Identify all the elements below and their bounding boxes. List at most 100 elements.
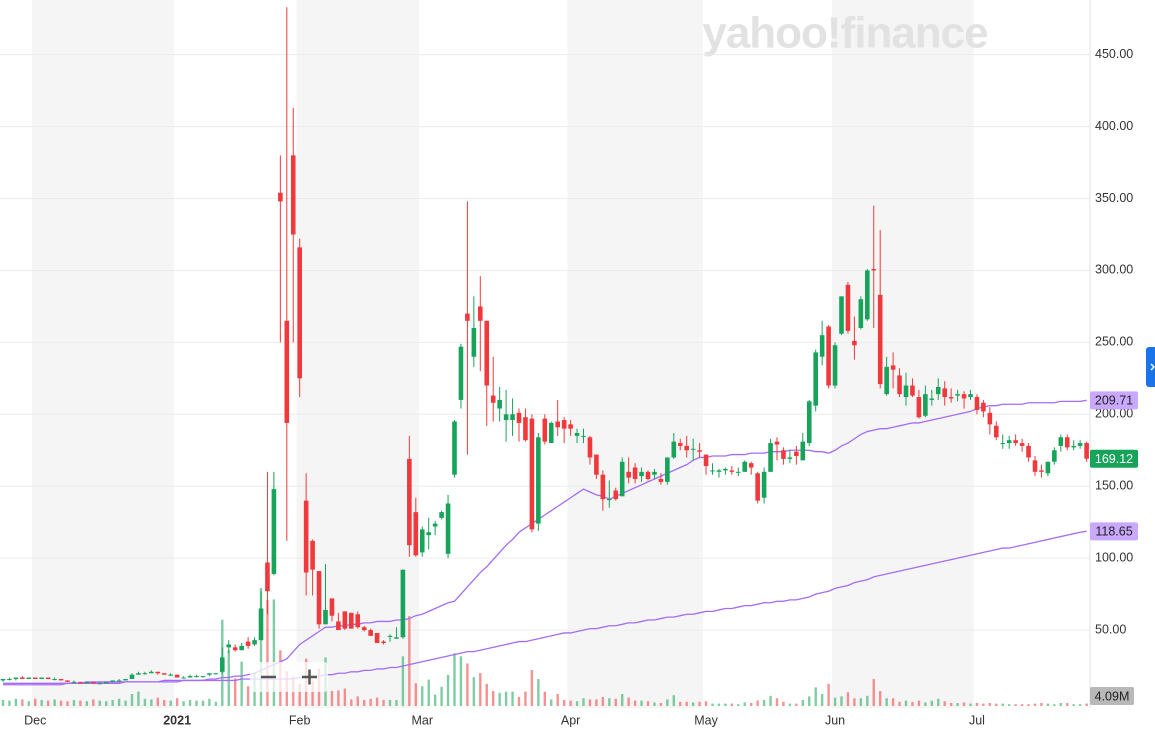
volume-bar bbox=[627, 697, 630, 706]
candle-body bbox=[813, 352, 818, 406]
candle-body bbox=[600, 474, 606, 500]
y-tick-label: 50.00 bbox=[1095, 622, 1126, 636]
candle-body bbox=[755, 473, 760, 501]
flag-label: 169.12 bbox=[1095, 452, 1133, 466]
watermark: yahoo!finance bbox=[702, 9, 987, 58]
month-bands bbox=[32, 0, 974, 708]
candle-body bbox=[323, 609, 328, 625]
y-tick-label: 100.00 bbox=[1095, 550, 1133, 564]
candle-body bbox=[329, 598, 335, 616]
candle-body bbox=[303, 500, 309, 573]
candle-body bbox=[91, 681, 96, 684]
candle-body bbox=[961, 394, 967, 399]
volume-bar bbox=[588, 699, 592, 706]
volume-bar bbox=[46, 700, 50, 706]
candle-body bbox=[342, 611, 348, 629]
side-tab[interactable] bbox=[1146, 347, 1155, 387]
candle-body bbox=[200, 676, 206, 678]
volume-bar bbox=[724, 703, 727, 706]
volume-bar bbox=[608, 698, 611, 706]
candle-body bbox=[381, 641, 386, 644]
volume-bar bbox=[1001, 703, 1004, 706]
candle-body bbox=[439, 512, 444, 518]
volume-bar bbox=[240, 661, 243, 706]
candle-body bbox=[697, 450, 702, 452]
volume-bar bbox=[59, 700, 63, 706]
volume-bar bbox=[582, 698, 585, 706]
side-tab-icon bbox=[1150, 363, 1155, 371]
volume-bar bbox=[98, 700, 101, 706]
candle-body bbox=[161, 673, 167, 675]
x-tick-label: Jun bbox=[825, 713, 845, 727]
volume-bar bbox=[672, 695, 675, 706]
candle-body bbox=[278, 192, 283, 202]
candle-body bbox=[39, 677, 44, 679]
candle-body bbox=[723, 468, 728, 471]
candle-body bbox=[671, 441, 677, 458]
candle-body bbox=[265, 562, 270, 592]
volume-bar bbox=[962, 702, 966, 706]
candle-body bbox=[639, 471, 644, 477]
candle-body bbox=[690, 448, 696, 450]
candle-body bbox=[819, 335, 825, 357]
candle-body bbox=[258, 608, 264, 641]
volume-bar bbox=[1085, 703, 1088, 706]
candle-body bbox=[632, 467, 638, 480]
x-tick-label: 2021 bbox=[163, 713, 191, 727]
volume-bar bbox=[653, 702, 656, 706]
candle-body bbox=[994, 425, 999, 438]
candle-body bbox=[787, 457, 793, 459]
candle-body bbox=[568, 424, 573, 429]
candle-body bbox=[703, 454, 709, 467]
volume-bar bbox=[601, 697, 605, 706]
candle-body bbox=[387, 635, 393, 637]
volume-bar bbox=[156, 697, 159, 706]
candle-body bbox=[948, 397, 954, 399]
volume-bar bbox=[208, 698, 211, 706]
candle-body bbox=[432, 523, 438, 527]
volume-bar bbox=[595, 699, 598, 706]
candle-body bbox=[916, 397, 922, 418]
candle-body bbox=[174, 674, 180, 678]
volume-bar bbox=[369, 698, 372, 706]
candle-body bbox=[1039, 470, 1044, 472]
price-flag: 118.65 bbox=[1090, 522, 1138, 541]
candle-body bbox=[529, 418, 535, 530]
volume-bar bbox=[833, 697, 837, 706]
volume-bar bbox=[72, 700, 76, 706]
x-tick-label: Feb bbox=[289, 713, 311, 727]
candle-body bbox=[310, 540, 315, 570]
candle-body bbox=[877, 294, 883, 385]
volume-bar bbox=[814, 687, 817, 706]
volume-bar bbox=[762, 700, 766, 706]
volume-bar bbox=[472, 677, 476, 706]
volume-bar bbox=[188, 700, 192, 706]
candle-body bbox=[252, 640, 257, 645]
volume-bar bbox=[1059, 703, 1062, 706]
zoom-controls bbox=[250, 662, 328, 692]
y-tick-label: 150.00 bbox=[1095, 479, 1133, 493]
volume-bar bbox=[775, 698, 779, 706]
candle-body bbox=[574, 432, 580, 436]
volume-bar bbox=[169, 700, 172, 706]
volume-bar bbox=[137, 691, 140, 706]
volume-bar bbox=[401, 656, 405, 706]
volume-bar bbox=[711, 703, 714, 706]
volume-bar bbox=[182, 701, 185, 706]
candle-body bbox=[536, 437, 541, 524]
candle-body bbox=[297, 247, 302, 379]
candle-body bbox=[226, 644, 232, 648]
candle-body bbox=[645, 471, 651, 480]
volume-bar bbox=[459, 656, 463, 706]
volume-bar bbox=[214, 701, 218, 706]
candle-body bbox=[897, 375, 902, 395]
volume-bar bbox=[479, 673, 482, 706]
volume-bar bbox=[575, 701, 579, 706]
candle-body bbox=[0, 678, 6, 681]
candle-body bbox=[871, 269, 877, 271]
x-tick-label: Apr bbox=[561, 713, 580, 727]
volume-bar bbox=[872, 679, 875, 706]
candle-body bbox=[665, 457, 670, 482]
candle-body bbox=[374, 632, 380, 644]
candle-body bbox=[716, 470, 722, 472]
